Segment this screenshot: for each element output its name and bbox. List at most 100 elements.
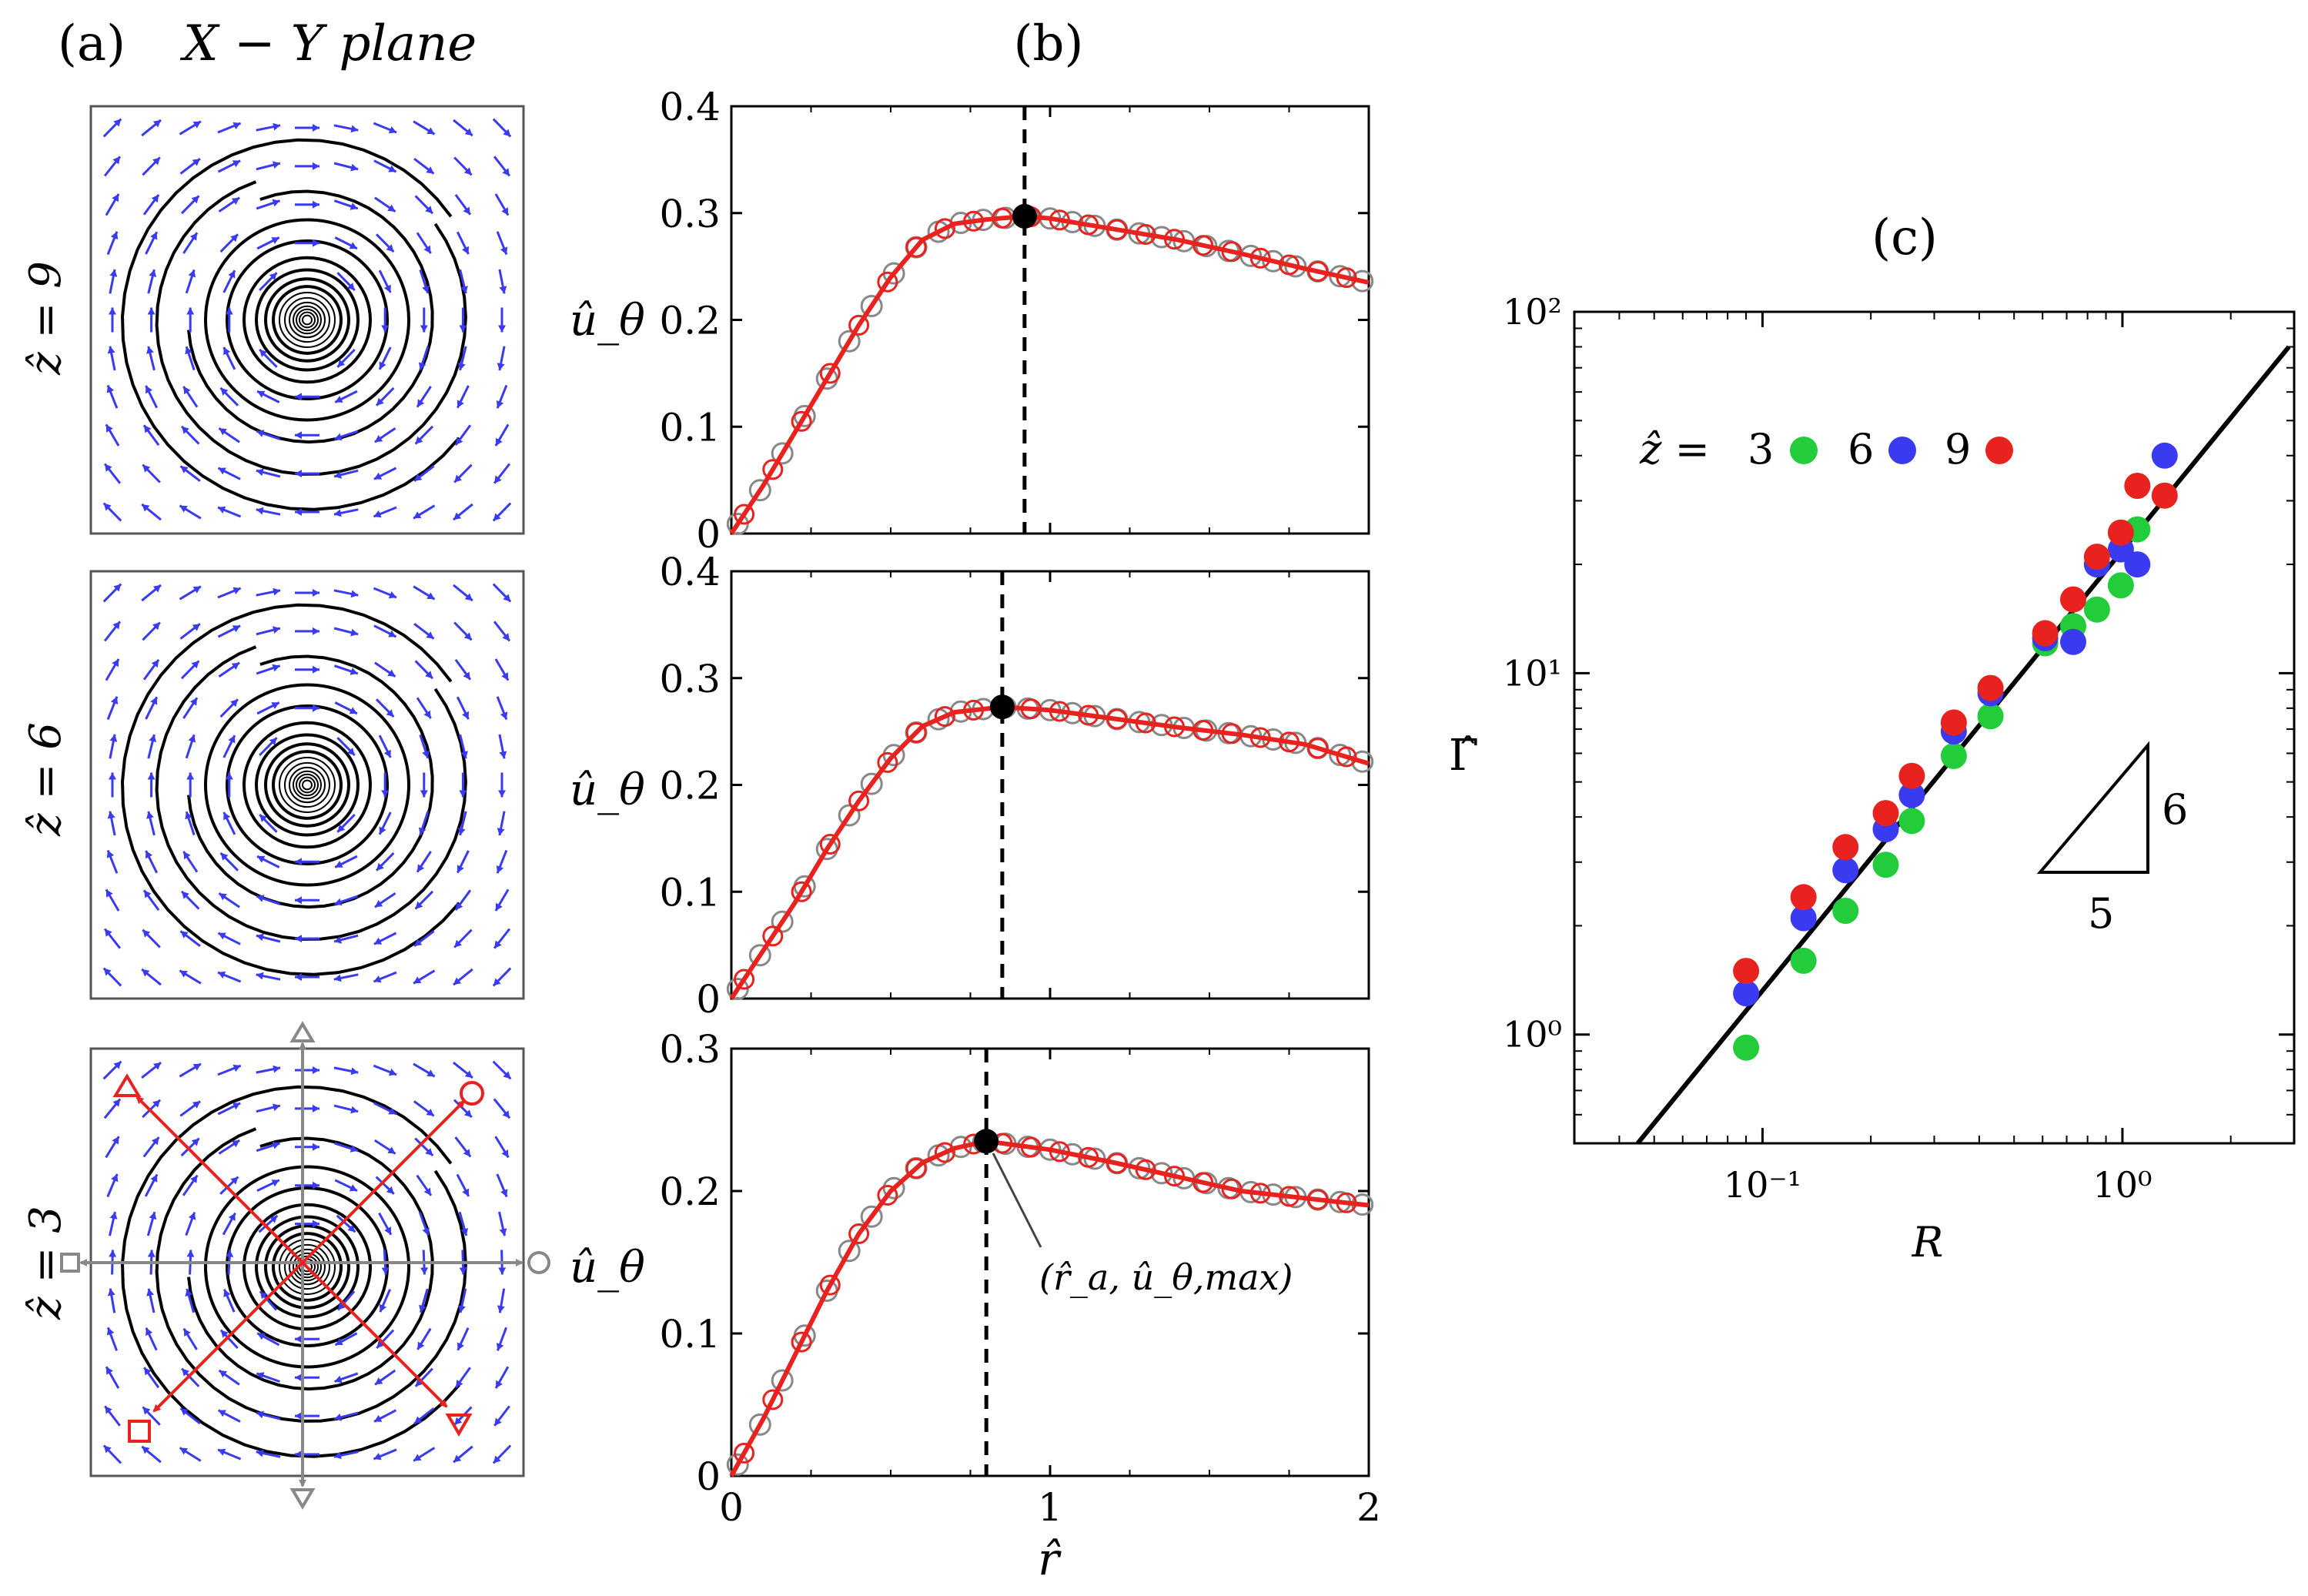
- velocity-arrowhead: [142, 1407, 151, 1415]
- velocity-arrowhead: [152, 622, 160, 631]
- axes-frame: [730, 105, 1370, 535]
- marker-up-triangle-gray: [289, 1021, 316, 1042]
- marker-triangle-red: [112, 1073, 142, 1097]
- velocity-arrowhead: [418, 827, 426, 835]
- velocity-arrowhead: [379, 361, 386, 370]
- velocity-arrowhead: [376, 397, 384, 406]
- data-point-red: [819, 1274, 841, 1296]
- velocity-arrowhead: [313, 704, 319, 712]
- velocity-arrowhead: [462, 246, 469, 255]
- streamline: [204, 1165, 410, 1369]
- velocity-arrowhead: [223, 347, 231, 356]
- velocity-arrowhead: [426, 1069, 435, 1077]
- velocity-arrowhead: [295, 858, 302, 866]
- velocity-arrowhead: [415, 1378, 423, 1387]
- data-point-green: [1872, 852, 1899, 878]
- data-point-gray: [838, 1240, 861, 1263]
- velocity-arrowhead: [295, 896, 302, 905]
- data-point-red: [905, 1157, 927, 1179]
- velocity-arrowhead: [271, 237, 279, 244]
- data-point-gray: [748, 1413, 771, 1436]
- streamline: [293, 770, 322, 800]
- b-ylabel-bottom: û_θ: [570, 1243, 645, 1293]
- velocity-arrowhead: [186, 307, 195, 315]
- profile-plot-bottom: 0 0.1 0.2 0.3 0 1 2: [659, 1027, 1380, 1530]
- velocity-arrowhead: [142, 1446, 150, 1454]
- profile-plot-middle: 0 0.1 0.2 0.3 0.4: [659, 550, 1374, 1022]
- b-xlabel: r̂: [1038, 1533, 1062, 1585]
- legend-label-z9: 9: [1945, 425, 1971, 473]
- velocity-arrowhead: [333, 1451, 342, 1460]
- velocity-arrowhead: [500, 246, 508, 255]
- data-point-green: [2107, 572, 2134, 599]
- x-tick-label: 0: [719, 1485, 744, 1530]
- streamline: [284, 1243, 330, 1290]
- data-point-red: [934, 1142, 955, 1163]
- velocity-arrowhead: [112, 194, 119, 202]
- velocity-arrowhead: [109, 734, 118, 742]
- velocity-arrowhead: [502, 168, 510, 176]
- data-point-gray: [882, 1176, 905, 1200]
- velocity-arrowhead: [257, 855, 266, 863]
- velocity-arrowhead: [333, 509, 342, 517]
- vortex-frame: [89, 570, 525, 1000]
- y-tick-label: 0.1: [659, 1312, 721, 1357]
- gamma-vs-R-plot: 10⁰ 10¹ 10² 10⁻¹ 10⁰: [1503, 291, 2296, 1206]
- panel-a-heading: X − Y plane: [179, 15, 477, 72]
- y-tick-label: 0.3: [659, 657, 721, 701]
- velocity-arrowhead: [313, 1181, 319, 1189]
- velocity-arrowhead: [152, 584, 161, 593]
- velocity-arrowhead: [388, 591, 396, 599]
- profile-plot-top: 0 0.1 0.2 0.3 0.4: [659, 85, 1374, 557]
- velocity-arrowhead: [225, 772, 233, 780]
- velocity-arrowhead: [295, 1450, 302, 1458]
- streamline: [289, 301, 326, 339]
- velocity-arrowhead: [259, 1291, 268, 1300]
- velocity-arrowhead: [413, 511, 422, 519]
- velocity-arrowhead: [419, 1304, 426, 1313]
- legend-marker-blue: [1888, 437, 1916, 464]
- legend-label-z6: 6: [1848, 425, 1874, 473]
- velocity-arrowhead: [376, 1340, 385, 1348]
- velocity-arrowhead: [269, 738, 277, 746]
- y-tick-label: 0.4: [659, 550, 721, 594]
- velocity-arrowhead: [192, 159, 200, 166]
- velocity-arrowhead: [179, 505, 188, 513]
- legend: ẑ = 3 6 9: [1639, 425, 2013, 473]
- streamline: [272, 285, 343, 355]
- panel-b-letter: (b): [1014, 15, 1084, 72]
- data-point-red: [791, 410, 812, 432]
- velocity-arrowhead: [383, 749, 391, 758]
- velocity-arrowhead: [374, 435, 383, 443]
- streamline: [302, 779, 313, 791]
- velocity-arrowhead: [313, 200, 319, 209]
- velocity-arrowhead: [455, 437, 463, 446]
- velocity-arrowhead: [313, 1143, 319, 1151]
- data-point-green: [1832, 898, 1859, 924]
- data-point-green: [1898, 808, 1925, 835]
- velocity-arrowhead: [188, 269, 196, 278]
- y-tick-label: 0.2: [659, 1169, 721, 1214]
- velocity-arrowhead: [387, 204, 396, 212]
- data-point-red: [877, 751, 898, 773]
- velocity-arrowhead: [295, 973, 302, 981]
- data-point-gray: [748, 479, 771, 502]
- peak-point: [1012, 203, 1037, 229]
- velocity-arrowhead: [350, 1067, 359, 1076]
- velocity-arrowhead: [142, 504, 150, 512]
- data-point-gray: [726, 1453, 749, 1476]
- streamline: [204, 683, 410, 887]
- velocity-arrowhead: [146, 1327, 153, 1337]
- velocity-arrowhead: [295, 470, 302, 478]
- velocity-arrowhead: [350, 628, 359, 637]
- velocity-arrowhead: [417, 864, 425, 872]
- velocity-arrowhead: [109, 269, 118, 277]
- velocity-arrowhead: [218, 971, 226, 979]
- velocity-arrowhead: [334, 898, 343, 906]
- velocity-arrowhead: [112, 156, 120, 165]
- y-tick-label: 0: [696, 512, 721, 557]
- data-point-red: [791, 881, 812, 902]
- velocity-arrowhead: [374, 900, 383, 908]
- velocity-arrowhead: [225, 307, 233, 315]
- velocity-arrowhead: [150, 1174, 158, 1183]
